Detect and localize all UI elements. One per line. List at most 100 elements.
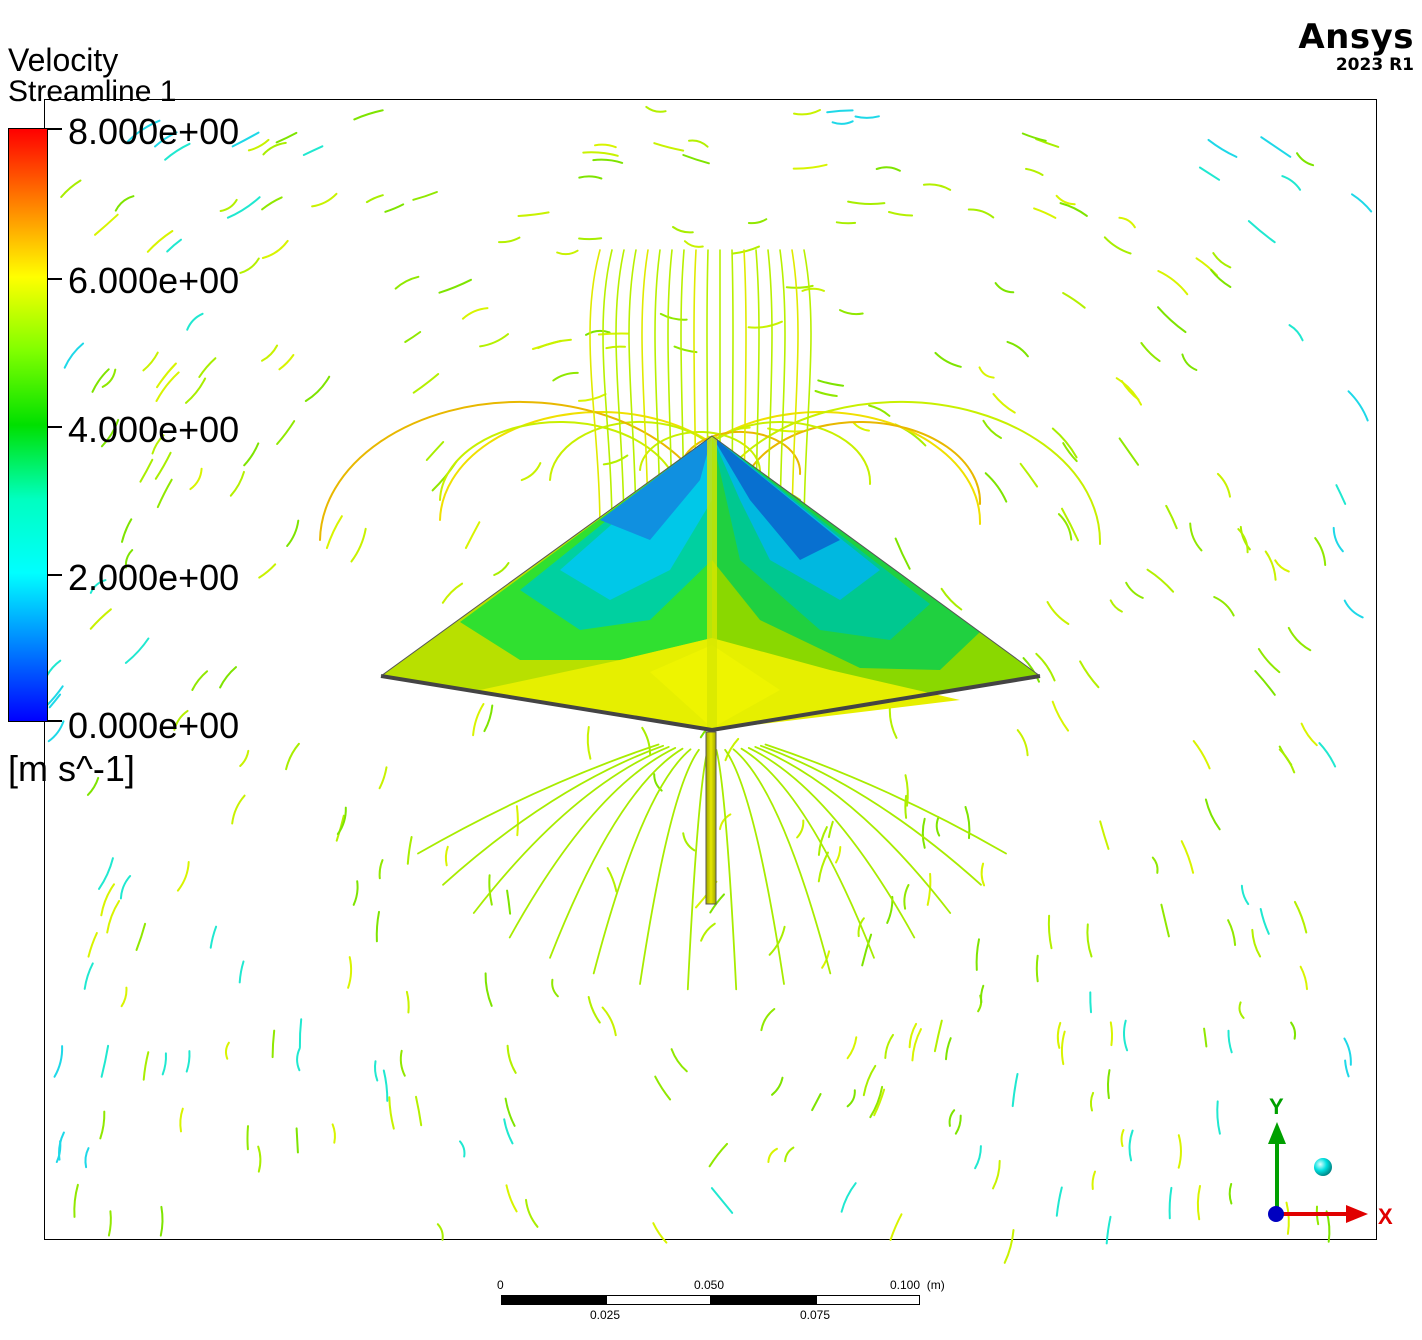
streamline: [731, 245, 760, 255]
streamline: [980, 984, 985, 1004]
streamline: [1227, 1029, 1233, 1054]
streamline: [1115, 377, 1142, 406]
streamline: [606, 867, 618, 893]
streamline: [89, 608, 112, 630]
streamline: [1296, 152, 1315, 167]
streamline: [904, 774, 909, 807]
view-sphere[interactable]: [1314, 1158, 1332, 1176]
streamline: [1238, 1001, 1245, 1019]
streamline: [1196, 1185, 1201, 1221]
streamline: [99, 1110, 106, 1140]
streamline: [602, 454, 629, 466]
streamline: [394, 275, 420, 290]
streamline: [295, 1127, 299, 1154]
streamline: [185, 1050, 191, 1073]
streamline: [682, 832, 696, 852]
streamline: [1146, 568, 1175, 593]
streamline: [1198, 166, 1221, 181]
streamline: [884, 1033, 894, 1059]
streamline: [1019, 462, 1039, 488]
streamline: [768, 925, 786, 956]
streamline: [1181, 353, 1198, 371]
streamline: [1099, 820, 1110, 850]
colorbar-tick: [48, 426, 62, 428]
streamline: [347, 956, 353, 989]
streamline: [587, 996, 601, 1024]
streamline: [84, 1147, 90, 1169]
streamline: [785, 284, 814, 289]
streamline: [231, 794, 246, 825]
streamline: [438, 278, 472, 294]
streamline: [688, 139, 709, 148]
streamline: [1274, 559, 1290, 573]
streamline: [582, 151, 619, 157]
streamline: [1086, 923, 1093, 958]
streamline: [911, 1028, 922, 1062]
streamline: [48, 693, 62, 709]
color-bar: [8, 128, 48, 722]
streamline: [1151, 856, 1159, 874]
streamline: [889, 1213, 903, 1241]
streamline: [191, 670, 209, 691]
streamline: [336, 806, 347, 836]
contour-band: [600, 436, 712, 540]
streamline: [219, 666, 237, 689]
streamline: [921, 817, 926, 849]
streamline: [425, 441, 445, 461]
streamline: [653, 142, 685, 152]
x-axis-label: X: [1378, 1204, 1393, 1229]
streamline: [331, 1123, 336, 1144]
streamline: [142, 1051, 150, 1081]
streamline: [654, 1075, 672, 1101]
streamline: [1251, 928, 1262, 958]
streamline: [732, 748, 832, 975]
streamline: [1347, 390, 1369, 422]
streamline: [670, 1048, 688, 1073]
streamline: [1180, 840, 1195, 874]
streamline: [1047, 914, 1053, 950]
streamline: [578, 237, 603, 241]
streamline: [185, 377, 207, 404]
scale-segment: [501, 1295, 606, 1305]
streamline: [847, 200, 886, 205]
streamline: [98, 857, 114, 890]
streamline: [1011, 1073, 1019, 1108]
streamline: [1062, 292, 1086, 309]
streamline: [1216, 1100, 1221, 1135]
streamline: [719, 813, 732, 831]
streamline: [154, 131, 178, 148]
streamline: [261, 239, 289, 259]
colorbar-label-min: 0.000e+00: [68, 705, 240, 746]
streamline: [715, 749, 738, 991]
streamline: [1125, 581, 1144, 599]
streamline: [1351, 193, 1373, 213]
streamline: [846, 1036, 858, 1060]
streamline: [1259, 908, 1270, 935]
contour-band: [712, 436, 840, 560]
streamline: [45, 659, 62, 677]
streamline: [1287, 626, 1312, 652]
streamline: [139, 458, 154, 483]
streamline: [353, 109, 384, 121]
streamline: [121, 518, 133, 543]
streamline: [94, 213, 119, 236]
streamline: [436, 1223, 444, 1241]
streamline: [1046, 601, 1070, 625]
streamline: [1021, 132, 1047, 142]
streamline: [525, 1198, 539, 1228]
streamline: [412, 373, 440, 394]
streamline: [869, 1085, 884, 1119]
streamline: [493, 562, 510, 576]
streamline: [1335, 484, 1347, 505]
streamline: [673, 345, 698, 354]
streamline: [724, 748, 785, 985]
scale-label: 0.100 (m): [890, 1278, 945, 1292]
streamline: [47, 720, 65, 743]
scale-segment: [816, 1295, 920, 1305]
streamline: [503, 1118, 514, 1145]
streamline: [120, 986, 128, 1008]
streamline: [1344, 1059, 1350, 1078]
streamline: [1059, 202, 1088, 217]
legend-title: Velocity: [8, 42, 119, 78]
ansys-logo: Ansys 2023 R1: [1298, 18, 1414, 74]
